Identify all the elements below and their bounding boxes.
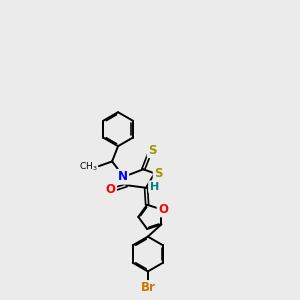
Text: S: S [148,144,157,157]
Text: O: O [106,183,116,196]
Text: S: S [154,167,163,180]
Text: O: O [158,203,168,216]
Text: H: H [149,182,159,192]
Text: N: N [118,170,128,183]
Text: Br: Br [140,281,155,295]
Text: CH$_3$: CH$_3$ [79,161,97,173]
